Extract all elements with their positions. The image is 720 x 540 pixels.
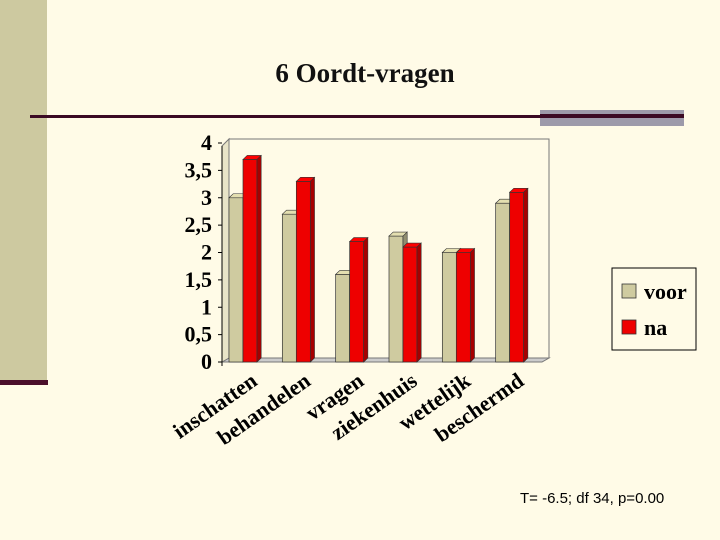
bar-na-wettelijk (455, 252, 471, 363)
bar-side-na-wettelijk (470, 247, 475, 363)
side-accent-underline (0, 380, 48, 385)
bar-na-behandelen (295, 180, 311, 363)
legend-label-voor: voor (644, 279, 687, 304)
plot-side-wall (221, 137, 230, 363)
bar-voor-vragen (335, 274, 351, 363)
bar-na-inschatten (242, 159, 258, 363)
bar-voor-behandelen (281, 213, 297, 363)
bar-side-na-vragen (363, 236, 369, 363)
y-tick-label: 1,5 (185, 267, 213, 292)
y-tick-label: 3 (201, 185, 212, 210)
bar-side-na-beschermd (523, 187, 529, 363)
legend-swatch-na (621, 319, 637, 335)
bar-voor-ziekenhuis (388, 235, 404, 363)
y-tick-label: 0 (201, 349, 212, 374)
bar-voor-inschatten (228, 197, 244, 363)
title-rule (30, 115, 680, 118)
legend-box (611, 267, 697, 351)
bar-na-beschermd (509, 191, 525, 363)
title-rule-accent-line (540, 114, 684, 118)
y-tick-label: 2 (201, 240, 212, 265)
statistics-footnote: T= -6.5; df 34, p=0.00 (520, 490, 665, 507)
legend-swatch-voor (621, 283, 637, 299)
bar-side-na-ziekenhuis (416, 242, 422, 363)
bar-voor-beschermd (495, 202, 511, 363)
side-accent-bar (0, 0, 47, 383)
slide-title: 6 Oordt-vragen (275, 58, 455, 88)
y-tick-label: 2,5 (185, 212, 213, 237)
bar-na-vragen (349, 241, 365, 363)
bar-side-na-inschatten (256, 154, 262, 363)
legend-label-na: na (644, 315, 667, 340)
y-tick-label: 3,5 (185, 157, 213, 182)
bar-side-na-behandelen (310, 176, 315, 363)
bar-voor-wettelijk (441, 252, 457, 363)
y-tick-label: 0,5 (185, 322, 213, 347)
y-tick-label: 4 (201, 130, 212, 155)
y-tick-label: 1 (201, 294, 212, 319)
bar-na-ziekenhuis (402, 246, 418, 363)
